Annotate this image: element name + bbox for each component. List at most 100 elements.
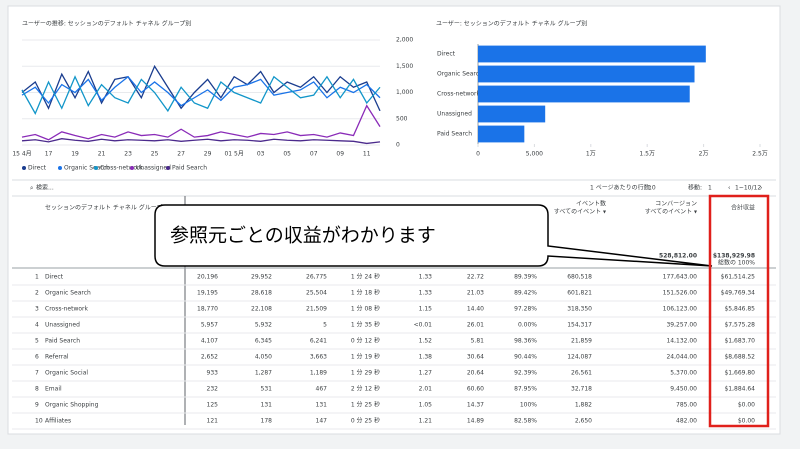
cell: 2.01 xyxy=(419,386,433,393)
cell: $49,769.34 xyxy=(721,290,756,297)
cell: 14.89 xyxy=(467,418,484,425)
cell: $0.00 xyxy=(738,402,755,409)
cell: 8 xyxy=(35,386,39,393)
legend-label: Unassigned xyxy=(136,165,171,172)
cell: 232 xyxy=(207,386,219,393)
x-tick-label: 01 5月 xyxy=(224,151,243,158)
cell: 19,195 xyxy=(197,290,218,297)
cell: $61,514.25 xyxy=(721,274,756,281)
column-header[interactable]: すべてのイベント ▾ xyxy=(645,209,697,216)
cell: 29,952 xyxy=(251,274,272,281)
row-label: Paid Search xyxy=(45,338,80,345)
cell: $7,575.28 xyxy=(724,322,755,329)
row-label: Unassigned xyxy=(45,322,80,329)
cell: 18,770 xyxy=(197,306,218,313)
column-header[interactable]: すべてのイベント ▾ xyxy=(554,209,606,216)
cell: 5,957 xyxy=(201,322,218,329)
legend-label: Paid Search xyxy=(172,165,207,172)
cell: 1 分 29 秒 xyxy=(351,369,380,377)
line xyxy=(21,75,381,107)
cell: 6,241 xyxy=(310,338,327,345)
cell: 1.33 xyxy=(419,290,433,297)
rows-select[interactable]: 10 xyxy=(648,185,656,192)
x-tick-label: 05 xyxy=(283,151,291,158)
cell: 87.95% xyxy=(514,386,537,393)
bar xyxy=(478,105,546,123)
cell: 1 分 35 秒 xyxy=(351,321,380,329)
cell: 2 分 12 秒 xyxy=(351,385,380,393)
cell: 100% xyxy=(520,402,537,409)
y-tick-label: 1,500 xyxy=(396,63,413,70)
goto-label: 移動: xyxy=(688,184,702,192)
prev-page[interactable]: ‹ xyxy=(728,185,730,192)
x-tick-label: 11 xyxy=(363,151,371,158)
bar xyxy=(478,125,525,143)
x-tick-label: 2.5万 xyxy=(752,151,768,158)
search-box[interactable]: 検索... xyxy=(36,184,54,192)
cell: 601,821 xyxy=(567,290,592,297)
row-label: Email xyxy=(45,386,62,393)
cell: 3 xyxy=(35,306,39,313)
next-page[interactable]: › xyxy=(760,185,762,192)
total-share: 総数の 100% xyxy=(718,259,755,267)
cell: 60.60 xyxy=(467,386,484,393)
legend-label: Cross-network xyxy=(100,165,144,172)
line xyxy=(21,75,381,115)
column-header: イベント数 xyxy=(576,200,606,208)
bar xyxy=(478,85,690,103)
cell: 1.15 xyxy=(419,306,433,313)
cell: 106,123.00 xyxy=(663,306,698,313)
cell: 32,718 xyxy=(571,386,592,393)
cell: 124,087 xyxy=(567,354,592,361)
legend-swatch xyxy=(58,166,62,170)
line xyxy=(21,64,381,112)
rows-per-page: 1 ページあたりの行数: xyxy=(590,184,652,192)
cell: 785.00 xyxy=(676,402,697,409)
cell: 147 xyxy=(316,418,328,425)
x-tick-label: 03 xyxy=(257,151,265,158)
cell: 14.37 xyxy=(467,402,484,409)
cell: 10 xyxy=(35,418,43,425)
goto-input[interactable]: 1 xyxy=(708,185,712,192)
bar xyxy=(478,65,695,83)
total: $138,929.98 xyxy=(713,253,755,260)
cell: 22.72 xyxy=(467,274,484,281)
legend-swatch xyxy=(166,166,170,170)
cell: 6,345 xyxy=(255,338,272,345)
page-range: 1~10/12 xyxy=(735,185,761,192)
cell: 154,317 xyxy=(567,322,592,329)
row-label: Affiliates xyxy=(45,418,71,425)
line xyxy=(21,104,381,141)
cell: 14.40 xyxy=(467,306,484,313)
cell: 125 xyxy=(207,402,219,409)
legend-label: Direct xyxy=(28,165,47,172)
column-header: コンバージョン xyxy=(655,201,697,208)
cell: 1 分 25 秒 xyxy=(351,401,380,409)
cell: 1 分 24 秒 xyxy=(351,273,380,281)
cell: 2,650 xyxy=(575,418,592,425)
cell: 89.42% xyxy=(514,290,537,297)
cell: 9 xyxy=(35,402,39,409)
cell: $5,846.85 xyxy=(724,306,755,313)
cell: 98.36% xyxy=(514,338,537,345)
cell: 25,504 xyxy=(306,290,327,297)
cell: 5 xyxy=(323,322,327,329)
x-tick-label: 27 xyxy=(177,151,185,158)
cell: 5,370.00 xyxy=(670,370,697,377)
cell: 2 xyxy=(35,290,39,297)
x-tick-label: 21 xyxy=(98,151,106,158)
y-tick-label: Unassigned xyxy=(437,111,472,118)
cell: 21.03 xyxy=(467,290,484,297)
cell: 20.64 xyxy=(467,370,484,377)
cell: 1.21 xyxy=(419,418,433,425)
cell: 7 xyxy=(35,370,39,377)
cell: 90.44% xyxy=(514,354,537,361)
cell: 1,882 xyxy=(575,402,592,409)
cell: 1.33 xyxy=(419,274,433,281)
cell: 2,652 xyxy=(201,354,218,361)
cell: 1.27 xyxy=(419,370,433,377)
cell: 5.81 xyxy=(471,338,485,345)
y-tick-label: 0 xyxy=(396,142,400,149)
cell: 531 xyxy=(261,386,273,393)
